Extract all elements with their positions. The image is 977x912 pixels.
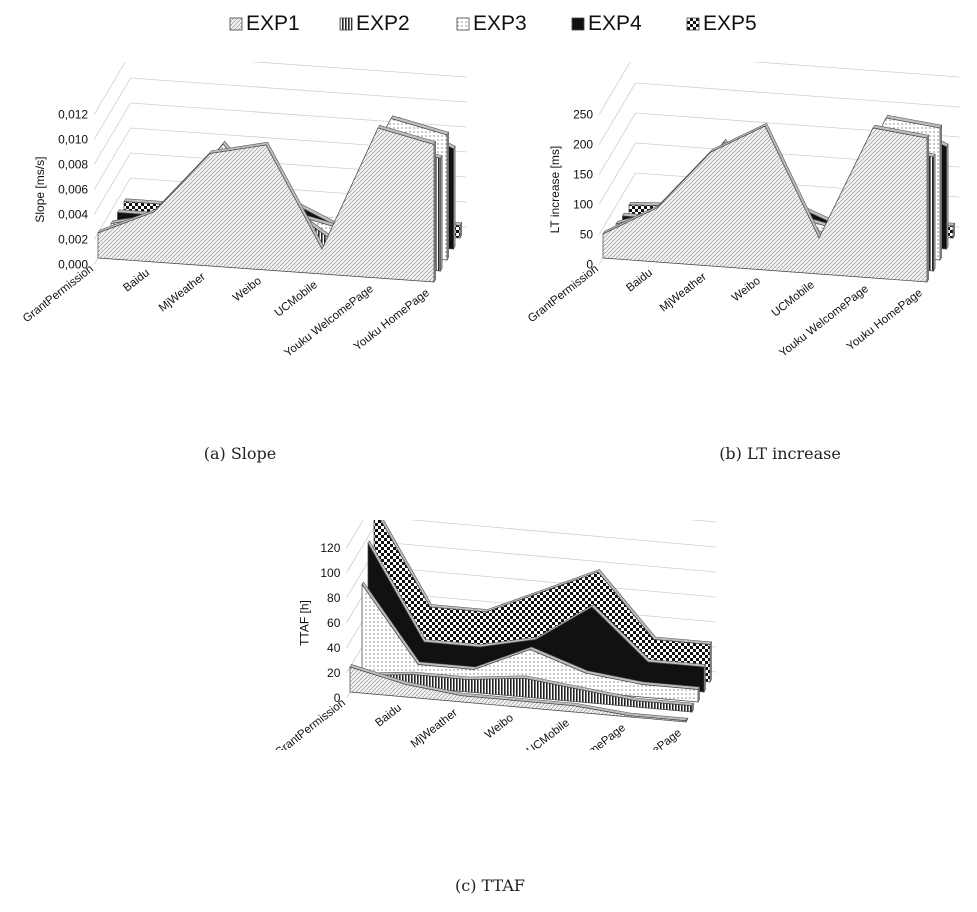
x-tick-label: MjWeather bbox=[658, 271, 709, 315]
gridline bbox=[93, 62, 126, 115]
gridline bbox=[130, 77, 467, 103]
gridline bbox=[93, 77, 131, 140]
y-tick-label: 20 bbox=[327, 666, 341, 680]
x-tick-label: UCMobile bbox=[770, 279, 817, 320]
y-tick-label: 60 bbox=[327, 616, 341, 630]
gridline bbox=[598, 112, 636, 175]
legend-swatch-exp3 bbox=[456, 17, 470, 31]
series-exp1 bbox=[349, 664, 689, 724]
chart-legend: EXP1 EXP2 EXP3 EXP4 EXP5 bbox=[229, 12, 757, 35]
caption-ttaf: (c) TTAF bbox=[455, 876, 525, 895]
legend-label-exp2: EXP2 bbox=[356, 12, 410, 35]
legend-label-exp3: EXP3 bbox=[473, 12, 527, 35]
lt-increase-chart: 0 50 100 150 200 250 LT increase [ms] GrantPerm… bbox=[526, 62, 960, 360]
caption-lt-increase: (b) LT increase bbox=[719, 444, 841, 463]
x-tick-label: Weibo bbox=[483, 712, 516, 741]
area-exp1 bbox=[349, 666, 687, 723]
y-axis-label: LT increase [ms] bbox=[548, 146, 562, 234]
y-tick-label: 0,008 bbox=[58, 158, 88, 172]
x-tick-label: Weibo bbox=[730, 275, 763, 304]
y-tick-label: 200 bbox=[573, 138, 593, 152]
y-tick-label: 0,002 bbox=[58, 233, 88, 247]
y-axis-label: Slope [ms/s] bbox=[33, 157, 47, 223]
gridline bbox=[598, 62, 631, 115]
x-tick-label: GrantPermission bbox=[273, 697, 348, 750]
x-tick-label: GrantPermission bbox=[526, 263, 601, 325]
y-tick-label: 120 bbox=[320, 541, 340, 555]
gridline bbox=[751, 62, 960, 78]
legend-label-exp4: EXP4 bbox=[588, 12, 642, 35]
gridline bbox=[379, 566, 717, 598]
x-tick-label: MjWeather bbox=[409, 707, 460, 750]
legend-swatch-exp4 bbox=[571, 17, 585, 31]
area-exp1 bbox=[97, 127, 435, 283]
x-tick-label: MjWeather bbox=[157, 271, 208, 315]
y-tick-label: 0 bbox=[586, 258, 593, 272]
y-tick-label: 0,012 bbox=[58, 108, 88, 122]
gridline bbox=[598, 142, 636, 205]
x-tick-label: Weibo bbox=[231, 275, 264, 304]
series-exp3 bbox=[361, 581, 701, 704]
legend-label-exp5: EXP5 bbox=[703, 12, 757, 35]
y-tick-label: 80 bbox=[327, 591, 341, 605]
y-tick-label: 0,010 bbox=[58, 133, 88, 147]
y-tick-label: 100 bbox=[320, 566, 340, 580]
gridline bbox=[598, 172, 636, 235]
y-axis-label: TTAF [h] bbox=[297, 600, 311, 646]
gridline bbox=[93, 102, 131, 165]
legend-swatch-exp5 bbox=[686, 17, 700, 31]
x-tick-label: GrantPermission bbox=[21, 263, 96, 325]
gridline bbox=[93, 152, 131, 215]
legend-swatch-exp2 bbox=[339, 17, 353, 31]
gridline bbox=[379, 541, 717, 573]
ttaf-chart: 0 20 40 60 80 100 120 TTAF [h] GrantPermission Ba… bbox=[273, 520, 717, 750]
y-tick-label: 100 bbox=[573, 198, 593, 212]
y-tick-label: 150 bbox=[573, 168, 593, 182]
y-tick-label: 0,006 bbox=[58, 183, 88, 197]
area-exp1 bbox=[602, 125, 928, 283]
y-tick-label: 0,004 bbox=[58, 208, 88, 222]
x-tick-label: Baidu bbox=[624, 267, 655, 295]
y-tick-label: 40 bbox=[327, 641, 341, 655]
x-tick-label: Baidu bbox=[121, 267, 152, 295]
gridline bbox=[250, 62, 467, 78]
series-exp1 bbox=[602, 122, 930, 284]
gridline bbox=[635, 82, 960, 108]
x-tick-label: UCMobile bbox=[525, 717, 572, 750]
x-tick-label: UCMobile bbox=[273, 279, 320, 320]
gridline bbox=[409, 520, 717, 548]
y-tick-label: 0,000 bbox=[58, 258, 88, 272]
gridline bbox=[346, 520, 364, 549]
y-tick-label: 0 bbox=[334, 691, 341, 705]
x-tick-label: Baidu bbox=[373, 702, 404, 730]
caption-slope: (a) Slope bbox=[203, 444, 277, 463]
y-tick-label: 50 bbox=[580, 228, 594, 242]
series-exp1 bbox=[97, 124, 437, 284]
gridline bbox=[598, 82, 636, 145]
y-tick-label: 250 bbox=[573, 108, 593, 122]
gridline bbox=[93, 127, 131, 190]
gridline bbox=[93, 177, 131, 240]
legend-label-exp1: EXP1 bbox=[246, 12, 300, 35]
slope-chart: 0,000 0,002 0,004 0,006 0,008 0,010 0,012 Slope… bbox=[21, 62, 467, 360]
legend-swatch-exp1 bbox=[229, 17, 243, 31]
